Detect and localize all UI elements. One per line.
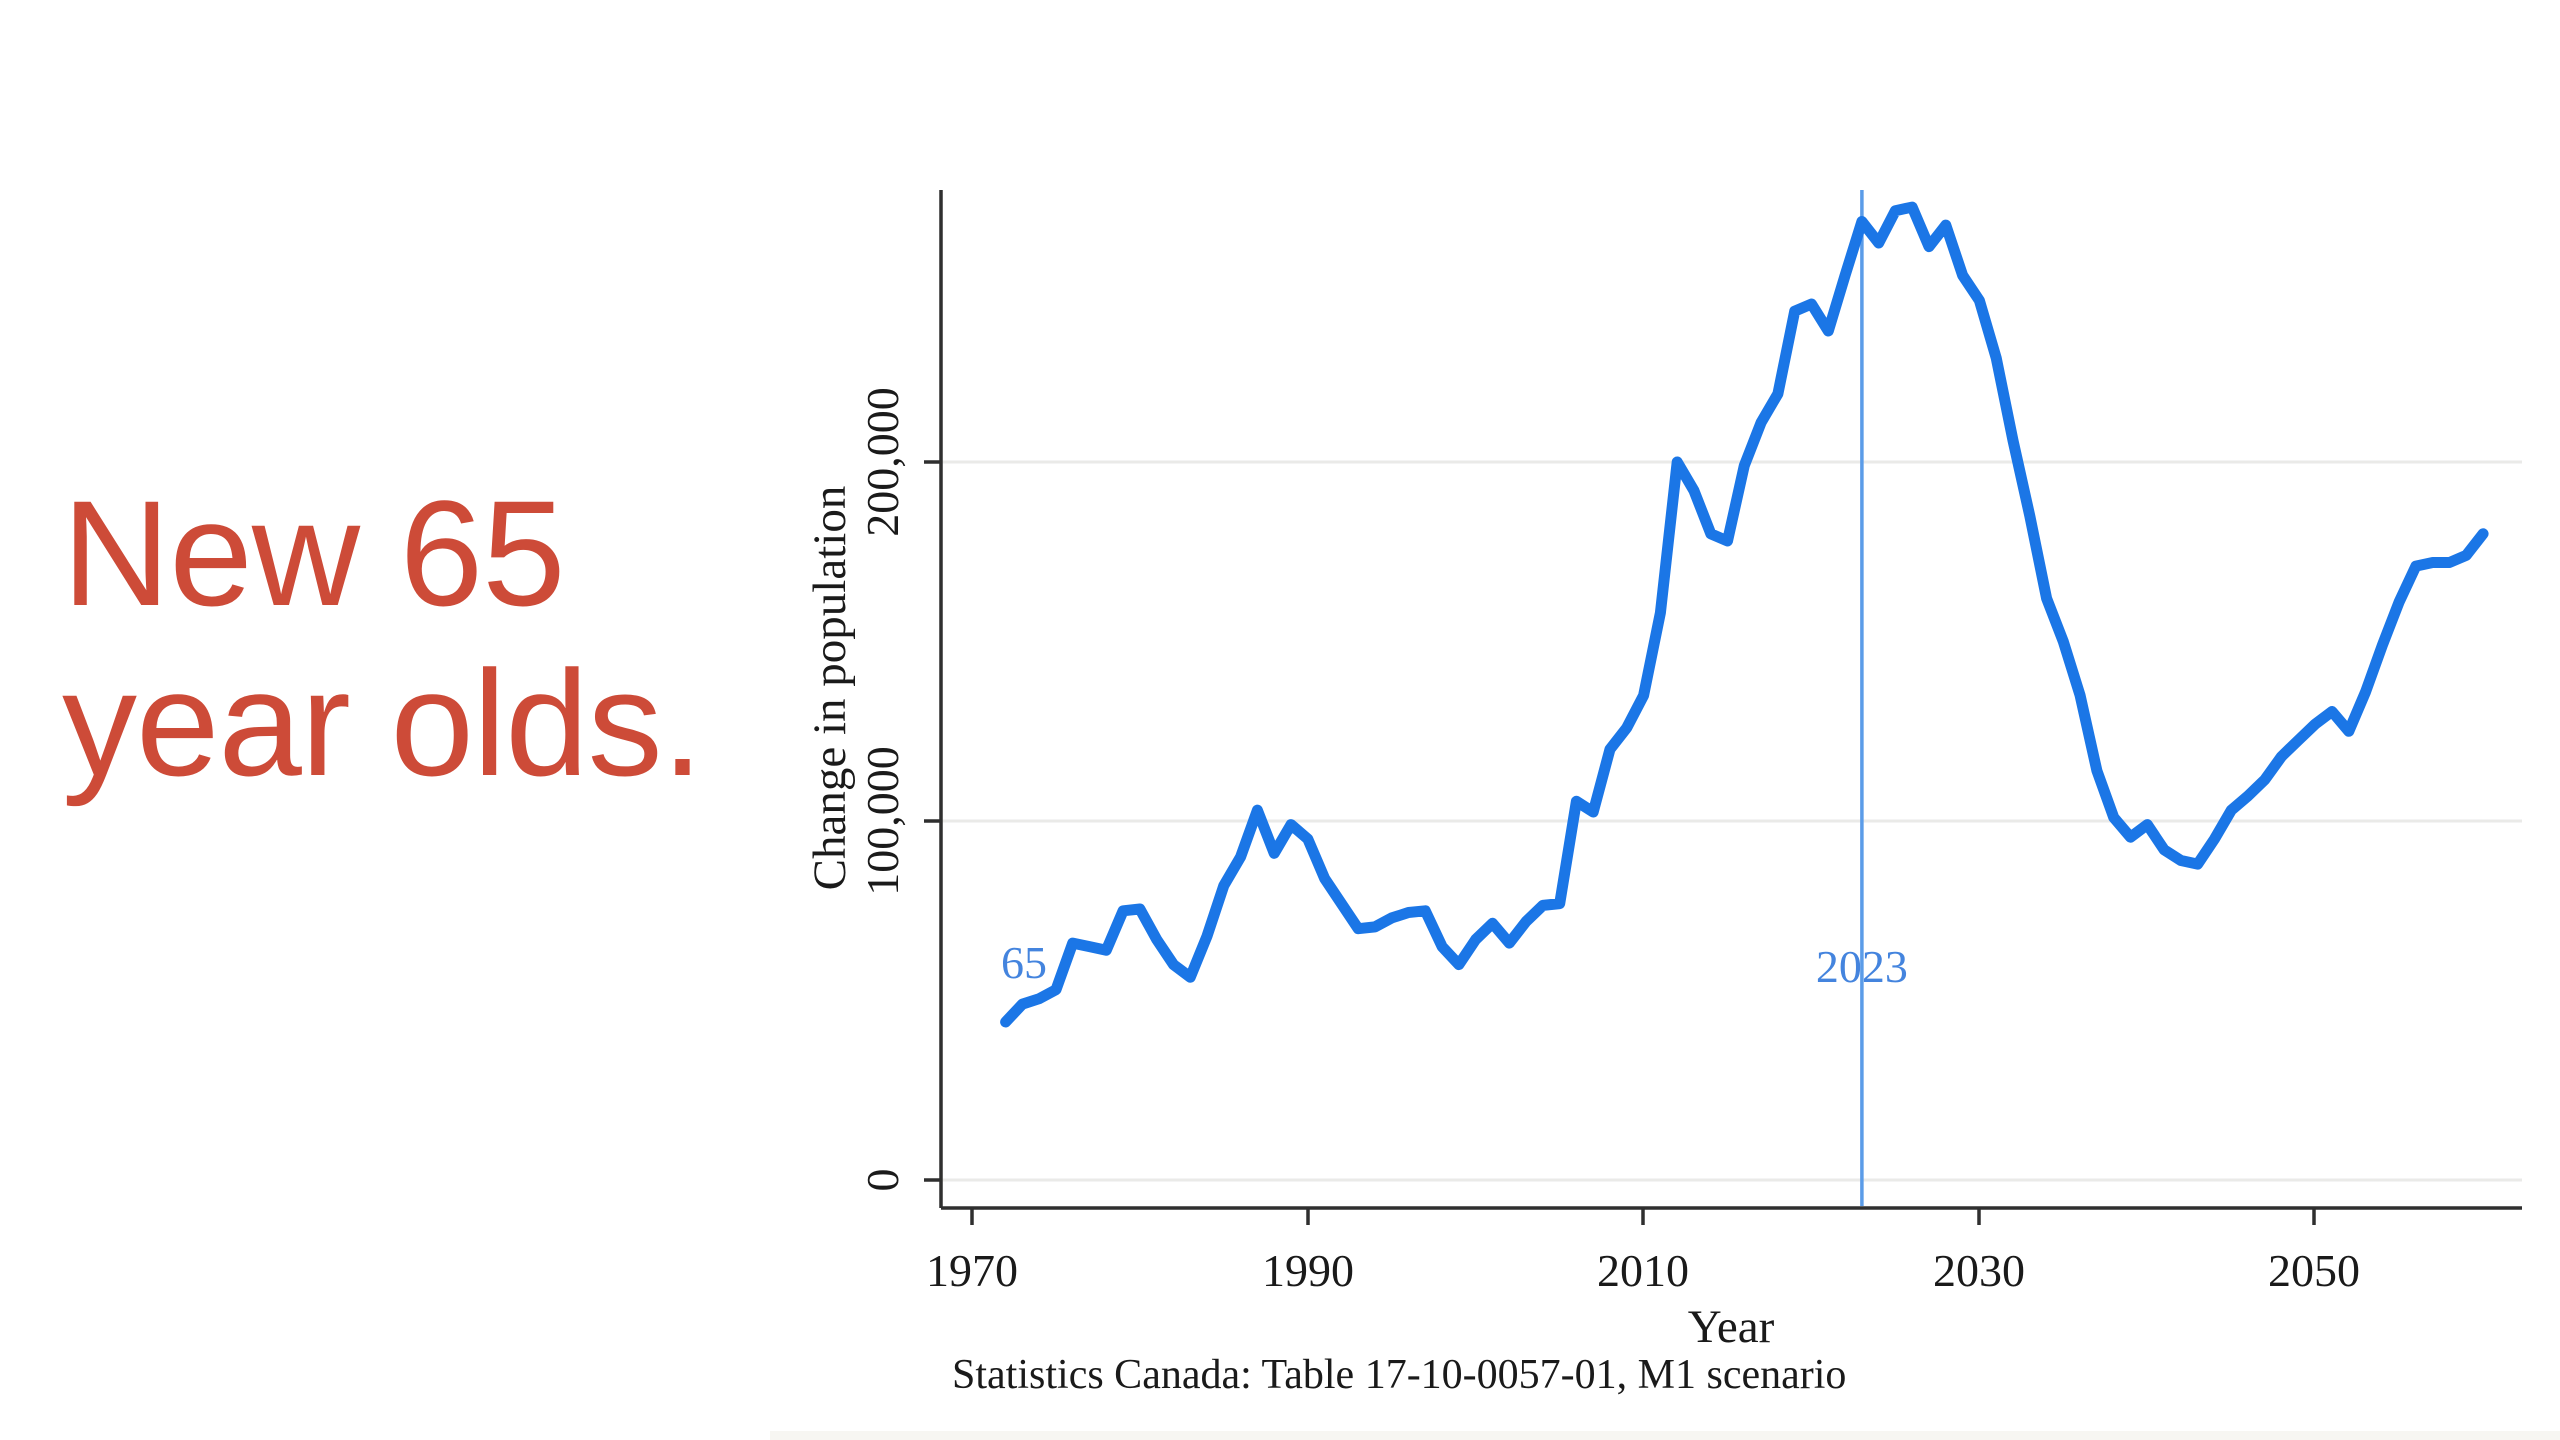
y-tick-label-200k: 200,000 bbox=[857, 387, 908, 537]
x-tick-label-1970: 1970 bbox=[926, 1245, 1018, 1296]
series-start-label: 65 bbox=[1001, 937, 1047, 988]
headline-line-2: year olds. bbox=[62, 639, 703, 807]
source-note: Statistics Canada: Table 17-10-0057-01, … bbox=[952, 1352, 1846, 1398]
y-tick-label-100k: 100,000 bbox=[857, 746, 908, 896]
bottom-edge-strip bbox=[770, 1431, 2560, 1440]
x-axis-title: Year bbox=[1688, 1301, 1775, 1353]
y-axis-title: Change in population bbox=[804, 486, 856, 891]
x-tick-label-2030: 2030 bbox=[1933, 1245, 2025, 1296]
x-tick-label-2010: 2010 bbox=[1597, 1245, 1689, 1296]
x-tick-label-2050: 2050 bbox=[2268, 1245, 2360, 1296]
headline-line-1: New 65 bbox=[62, 469, 566, 637]
headline: New 65 year olds. bbox=[62, 468, 703, 808]
y-tick-label-0: 0 bbox=[857, 1169, 908, 1192]
series-line-new-65-year-olds bbox=[1000, 201, 2489, 1028]
x-tick-label-1990: 1990 bbox=[1262, 1245, 1354, 1296]
